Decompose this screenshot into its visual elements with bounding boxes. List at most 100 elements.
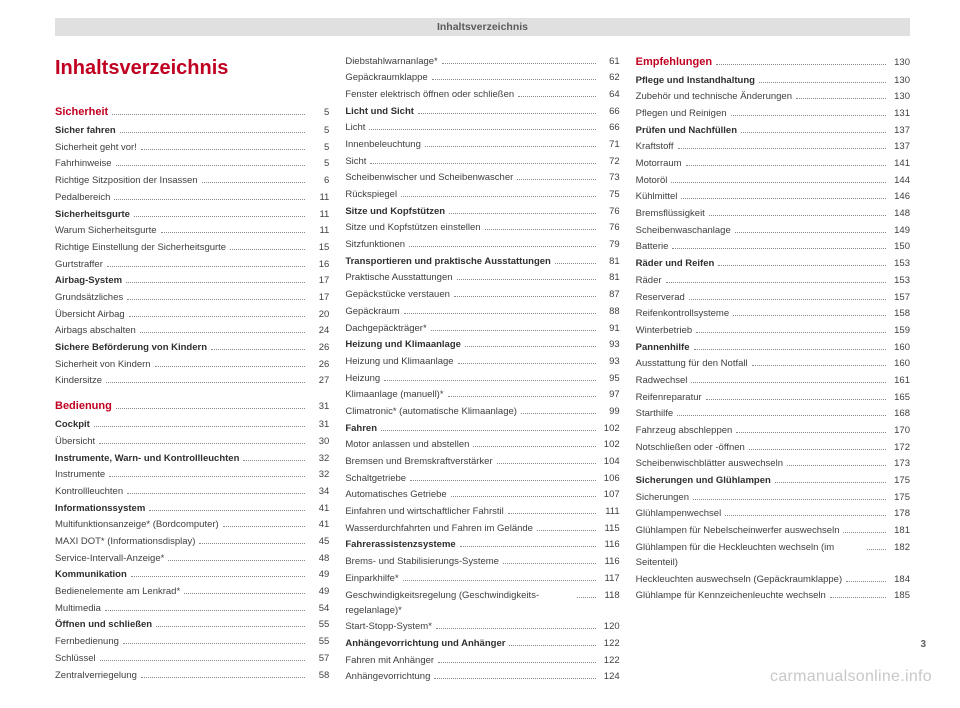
toc-page: 71 <box>598 137 620 152</box>
toc-page: 88 <box>598 304 620 319</box>
leader-dots <box>370 163 595 164</box>
toc-row: Gepäckraumklappe62 <box>345 70 619 85</box>
toc-page: 5 <box>307 156 329 171</box>
toc-label: Sicherheit von Kindern <box>55 357 151 372</box>
toc-label: Sicherungen <box>636 490 689 505</box>
toc-label: Schaltgetriebe <box>345 471 406 486</box>
toc-label: Sitze und Kopfstützen einstellen <box>345 220 480 235</box>
toc-page: 17 <box>307 290 329 305</box>
toc-page: 17 <box>307 273 329 288</box>
toc-page: 116 <box>598 554 620 569</box>
leader-dots <box>409 246 596 247</box>
toc-label: Gurtstraffer <box>55 257 103 272</box>
leader-dots <box>116 165 306 166</box>
leader-dots <box>381 430 596 431</box>
toc-row: Klimaanlage (manuell)*97 <box>345 387 619 402</box>
toc-row: Transportieren und praktische Ausstattun… <box>345 254 619 269</box>
toc-row: Instrumente, Warn- und Kontrollleuchten3… <box>55 451 329 466</box>
toc-label: Multifunktionsanzeige* (Bordcomputer) <box>55 517 219 532</box>
toc-page: 130 <box>888 89 910 104</box>
leader-dots <box>184 593 305 594</box>
toc-page: 115 <box>598 521 620 536</box>
toc-label: Kindersitze <box>55 373 102 388</box>
leader-dots <box>155 366 306 367</box>
leader-dots <box>508 513 596 514</box>
toc-row: Fahren mit Anhänger122 <box>345 653 619 668</box>
leader-dots <box>725 515 886 516</box>
leader-dots <box>759 82 886 83</box>
toc-label: Automatisches Getriebe <box>345 487 446 502</box>
toc-row: Räder und Reifen153 <box>636 256 910 271</box>
toc-label: Licht und Sicht <box>345 104 414 119</box>
toc-label: Motoröl <box>636 173 668 188</box>
toc-label: Cockpit <box>55 417 90 432</box>
toc-label: Glühlampen für die Heckleuchten wechseln… <box>636 540 864 570</box>
toc-page: 146 <box>888 189 910 204</box>
toc-page: 184 <box>888 572 910 587</box>
toc-page: 158 <box>888 306 910 321</box>
leader-dots <box>449 213 596 214</box>
leader-dots <box>404 313 596 314</box>
toc-row: Anhängevorrichtung und Anhänger122 <box>345 636 619 651</box>
leader-dots <box>403 580 596 581</box>
toc-page: 5 <box>307 105 329 120</box>
toc-label: Pflegen und Reinigen <box>636 106 727 121</box>
toc-label: Anhängevorrichtung <box>345 669 430 684</box>
leader-dots <box>457 279 596 280</box>
leader-dots <box>168 560 305 561</box>
toc-row: Sicherungen und Glühlampen175 <box>636 473 910 488</box>
toc-page: 30 <box>307 434 329 449</box>
leader-dots <box>94 426 305 427</box>
leader-dots <box>384 380 595 381</box>
toc-row: Pflege und Instandhaltung130 <box>636 73 910 88</box>
leader-dots <box>109 476 305 477</box>
toc-label: Sicherheit geht vor! <box>55 140 137 155</box>
toc-row: Fahrerassistenzsysteme116 <box>345 537 619 552</box>
leader-dots <box>867 549 886 550</box>
toc-page: 24 <box>307 323 329 338</box>
toc-page: 160 <box>888 356 910 371</box>
toc-page: 41 <box>307 517 329 532</box>
toc-label: Pflege und Instandhaltung <box>636 73 755 88</box>
leader-dots <box>432 79 596 80</box>
leader-dots <box>689 299 886 300</box>
toc-row: Heizung und Klimaanlage93 <box>345 354 619 369</box>
toc-page: 55 <box>307 634 329 649</box>
toc-page: 175 <box>888 490 910 505</box>
toc-label: Scheibenwaschanlage <box>636 223 731 238</box>
leader-dots <box>156 626 305 627</box>
toc-page: 122 <box>598 636 620 651</box>
leader-dots <box>671 182 886 183</box>
toc-section-row: Empfehlungen130 <box>636 54 910 72</box>
toc-row: Zubehör und technische Änderungen130 <box>636 89 910 104</box>
toc-row: Informationssystem41 <box>55 501 329 516</box>
toc-row: Warum Sicherheitsgurte11 <box>55 223 329 238</box>
leader-dots <box>134 216 305 217</box>
toc-label: Kontrollleuchten <box>55 484 123 499</box>
toc-row: Climatronic* (automatische Klimaanlage)9… <box>345 404 619 419</box>
toc-page: 27 <box>307 373 329 388</box>
leader-dots <box>473 446 595 447</box>
toc-label: Glühlampe für Kennzeichenleuchte wechsel… <box>636 588 826 603</box>
leader-dots <box>425 146 596 147</box>
toc-row: Übersicht 30 <box>55 434 329 449</box>
toc-page: 149 <box>888 223 910 238</box>
toc-page: 120 <box>598 619 620 634</box>
leader-dots <box>465 346 596 347</box>
leader-dots <box>830 597 886 598</box>
toc-label: Scheibenwischer und Scheibenwascher <box>345 170 513 185</box>
toc-page: 31 <box>307 399 329 414</box>
toc-row: Motorraum141 <box>636 156 910 171</box>
toc-page: 185 <box>888 588 910 603</box>
toc-page: 157 <box>888 290 910 305</box>
toc-page: 102 <box>598 437 620 452</box>
toc-label: Übersicht <box>55 434 95 449</box>
toc-row: Bedienelemente am Lenkrad*49 <box>55 584 329 599</box>
page-container: Inhaltsverzeichnis InhaltsverzeichnisSic… <box>0 0 960 668</box>
toc-row: Pedalbereich11 <box>55 190 329 205</box>
toc-page: 153 <box>888 273 910 288</box>
leader-dots <box>114 199 305 200</box>
toc-page: 34 <box>307 484 329 499</box>
toc-label: Zentralverriegelung <box>55 668 137 683</box>
toc-row: Licht66 <box>345 120 619 135</box>
